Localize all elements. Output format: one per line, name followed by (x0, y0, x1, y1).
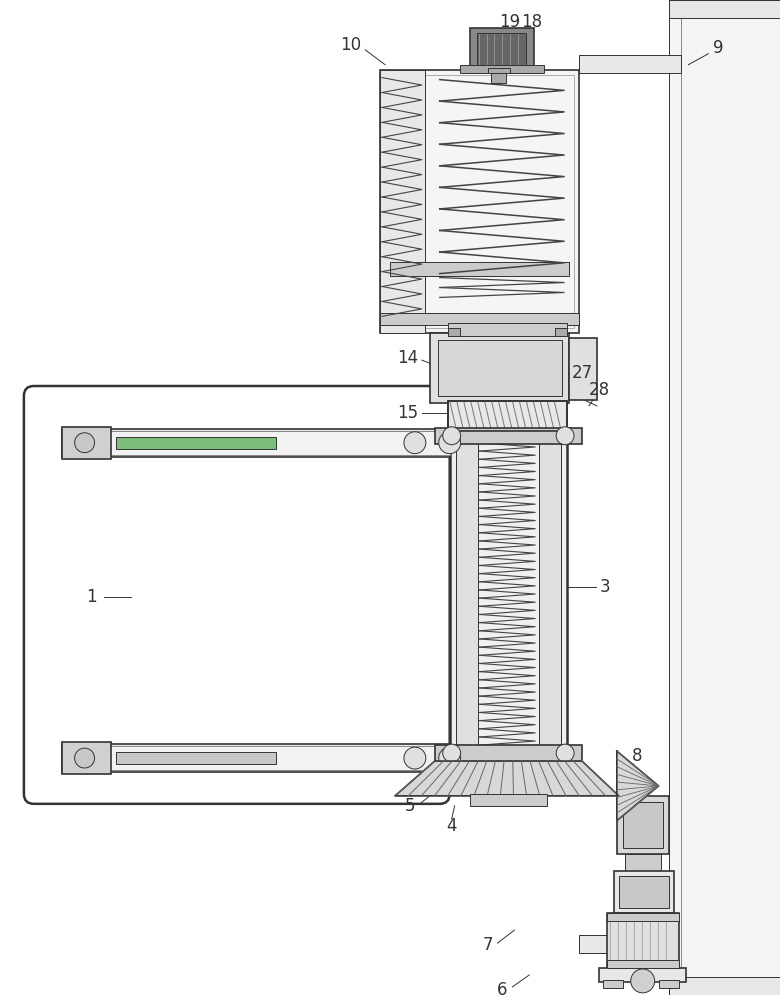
Bar (448, 401, 567, 431)
Text: 9: 9 (713, 39, 723, 57)
Bar (619, 876, 669, 908)
Bar (435, 428, 582, 444)
Circle shape (443, 427, 461, 445)
Bar (62, 429, 450, 457)
Bar (385, 75, 574, 328)
Bar (487, 68, 511, 73)
Bar (448, 401, 567, 431)
Bar (450, 431, 567, 749)
Bar (476, 33, 526, 65)
Circle shape (439, 747, 461, 769)
Text: 5: 5 (404, 797, 415, 815)
Circle shape (74, 433, 95, 453)
Bar (669, 977, 780, 995)
Circle shape (74, 748, 95, 768)
Bar (380, 313, 579, 325)
Circle shape (631, 969, 655, 993)
Text: 14: 14 (397, 349, 418, 367)
Bar (456, 433, 478, 747)
Bar (491, 73, 507, 83)
Circle shape (404, 432, 426, 454)
Text: 28: 28 (588, 381, 609, 399)
Text: 4: 4 (447, 817, 457, 835)
Bar (435, 745, 582, 761)
Text: 7: 7 (482, 936, 493, 954)
Text: 10: 10 (339, 36, 361, 54)
Text: 3: 3 (600, 578, 610, 596)
Bar (555, 328, 567, 336)
Text: 6: 6 (497, 981, 508, 999)
Bar (470, 794, 547, 806)
Bar (540, 433, 561, 747)
Circle shape (404, 747, 426, 769)
Polygon shape (395, 761, 619, 796)
Bar (607, 960, 679, 968)
Circle shape (556, 744, 574, 762)
Bar (63, 746, 450, 770)
Bar (617, 796, 669, 854)
Bar (669, 0, 780, 995)
Bar (438, 340, 562, 396)
Bar (569, 338, 597, 400)
Bar (380, 70, 425, 333)
Bar (117, 437, 275, 449)
Text: 19: 19 (499, 13, 520, 31)
Text: 18: 18 (521, 13, 542, 31)
Circle shape (439, 432, 461, 454)
Circle shape (556, 427, 574, 445)
Bar (460, 65, 544, 73)
Bar (603, 980, 622, 988)
Bar (607, 913, 679, 968)
Bar (448, 323, 567, 336)
Bar (63, 431, 450, 455)
Bar (380, 70, 579, 333)
Text: 15: 15 (397, 404, 418, 422)
Bar (579, 935, 669, 953)
Bar (625, 854, 661, 871)
Bar (669, 0, 780, 18)
Bar (62, 744, 450, 772)
Bar (470, 28, 534, 70)
Text: 1: 1 (86, 588, 97, 606)
Text: 8: 8 (632, 747, 642, 765)
Polygon shape (617, 751, 658, 821)
Bar (117, 752, 275, 764)
Text: 27: 27 (572, 364, 593, 382)
Bar (607, 913, 679, 921)
Bar (62, 427, 112, 459)
Bar (448, 328, 460, 336)
Bar (599, 968, 687, 982)
Circle shape (443, 744, 461, 762)
Bar (614, 871, 673, 913)
Bar (622, 802, 662, 848)
Bar (658, 980, 679, 988)
Bar (62, 742, 112, 774)
Bar (579, 55, 680, 73)
Bar (390, 262, 569, 276)
Bar (430, 333, 569, 403)
